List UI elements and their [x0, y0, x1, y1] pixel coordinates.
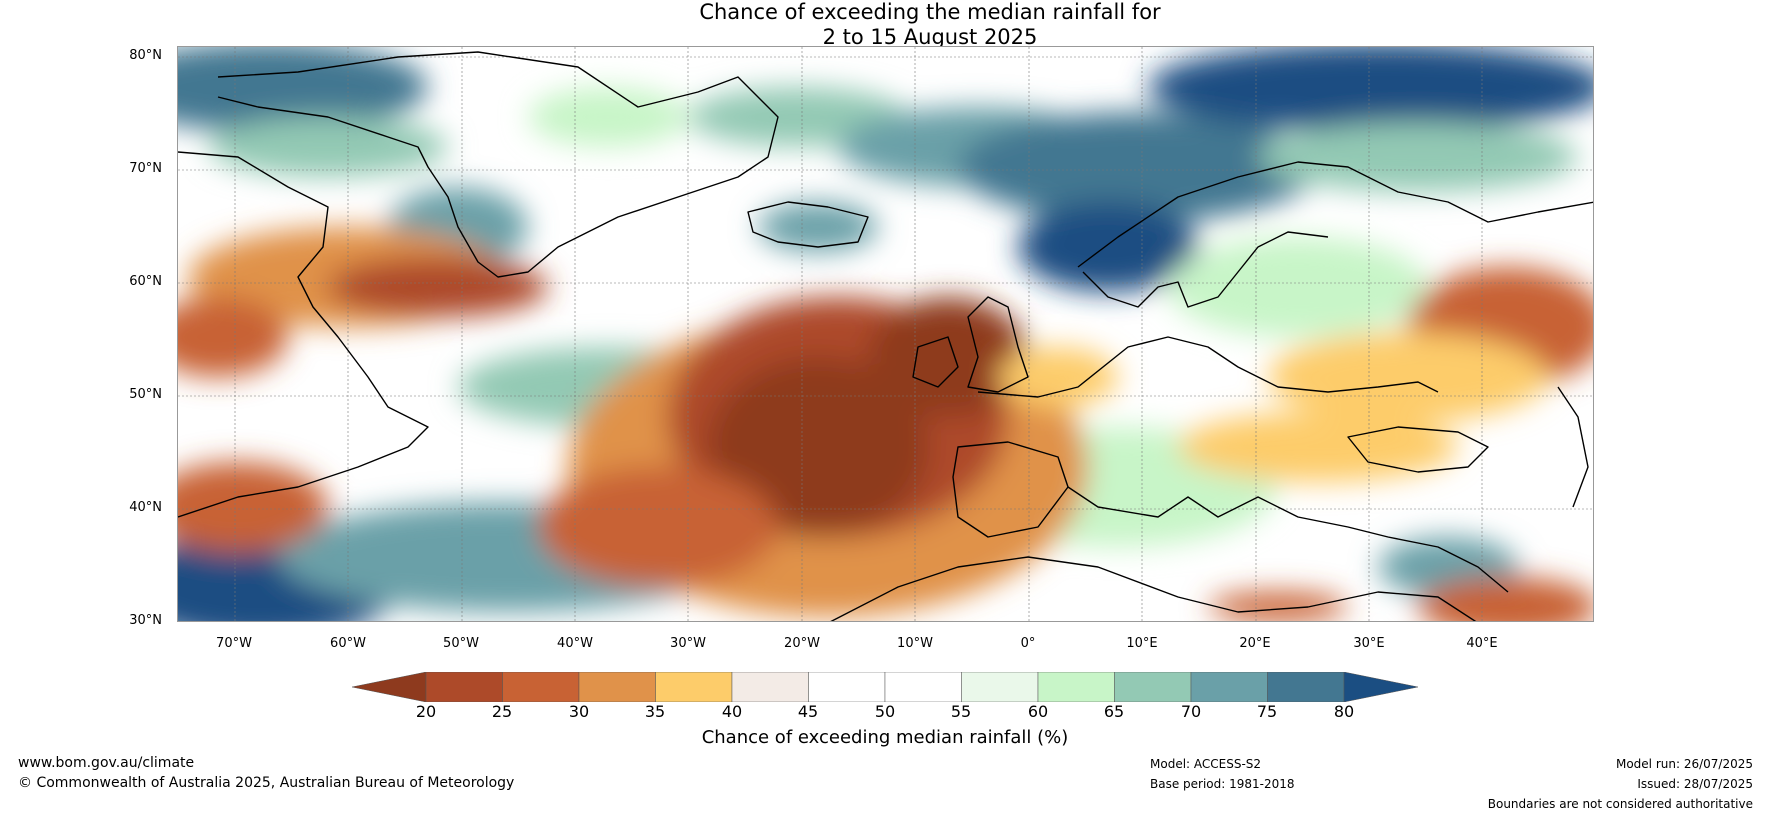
colorbar-segment: [578, 672, 656, 702]
colorbar-tick-40: 40: [721, 702, 743, 721]
lon-label-30w: 30°W: [670, 636, 706, 651]
colorbar-tick-50: 50: [874, 702, 896, 721]
colorbar-tick-35: 35: [644, 702, 666, 721]
rainfall-field: [178, 47, 1593, 621]
colorbar-segment: [655, 672, 733, 702]
model-text: Model: ACCESS-S2: [1150, 757, 1262, 771]
scandinavia-south: [1082, 231, 1329, 308]
colorbar: [352, 672, 1418, 702]
britain-coast: [967, 296, 1029, 393]
colorbar-segment: [1037, 672, 1115, 702]
lat-label-80n: 80°N: [129, 48, 162, 63]
mediterranean-coast: [1067, 486, 1509, 593]
colorbar-segment: [502, 672, 580, 702]
colorbar-tick-25: 25: [491, 702, 513, 721]
colorbar-tick-80: 80: [1333, 702, 1355, 721]
blacksea-coast: [1347, 426, 1489, 473]
canada-coast: [178, 151, 429, 518]
ireland-coast: [912, 336, 959, 388]
greenland-coast: [217, 51, 779, 278]
colorbar-segment: [1114, 672, 1192, 702]
lon-label-0: 0°: [1020, 636, 1036, 651]
lat-label-30n: 30°N: [129, 613, 162, 628]
colorbar-tick-65: 65: [1103, 702, 1125, 721]
lon-label-30e: 30°E: [1353, 636, 1385, 651]
map-canvas: [178, 47, 1593, 621]
coastlines: [178, 51, 1593, 621]
colorbar-segment: [808, 672, 886, 702]
lat-label-40n: 40°N: [129, 500, 162, 515]
caspian-coast: [1557, 386, 1589, 508]
graticule: [178, 47, 1593, 621]
colorbar-extend-low: [352, 672, 427, 702]
colorbar-segment: [425, 672, 503, 702]
colorbar-segment: [1267, 672, 1345, 702]
lon-label-10e: 10°E: [1126, 636, 1158, 651]
lon-label-40w: 40°W: [557, 636, 593, 651]
rainfall-map: [177, 46, 1594, 622]
model-run-text: Model run: 26/07/2025: [1615, 757, 1753, 771]
colorbar-extend-high: [1343, 672, 1418, 702]
colorbar-tick-70: 70: [1180, 702, 1202, 721]
lat-label-50n: 50°N: [129, 387, 162, 402]
lon-label-20e: 20°E: [1239, 636, 1271, 651]
website-link[interactable]: www.bom.gov.au/climate: [18, 755, 195, 771]
colorbar-segment: [884, 672, 962, 702]
colorbar-segment: [731, 672, 809, 702]
colorbar-tick-45: 45: [797, 702, 819, 721]
iceland-coast: [747, 201, 869, 248]
title-line-2: 2 to 15 August 2025: [822, 25, 1038, 49]
lon-label-40e: 40°E: [1466, 636, 1498, 651]
scandinavia-coast: [1077, 161, 1593, 268]
africa-coast: [830, 556, 1477, 621]
map-title: Chance of exceeding the median rainfall …: [0, 0, 1770, 50]
colorbar-tick-55: 55: [950, 702, 972, 721]
colorbar-tick-30: 30: [568, 702, 590, 721]
lon-label-60w: 60°W: [330, 636, 366, 651]
copyright-text: © Commonwealth of Australia 2025, Austra…: [18, 775, 515, 791]
issued-text: Issued: 28/07/2025: [1637, 777, 1753, 791]
lat-label-70n: 70°N: [129, 161, 162, 176]
base-period-text: Base period: 1981-2018: [1150, 777, 1295, 791]
colorbar-tick-75: 75: [1256, 702, 1278, 721]
iberia-coast: [952, 441, 1069, 538]
colorbar-label: Chance of exceeding median rainfall (%): [701, 727, 1069, 748]
disclaimer-text: Boundaries are not considered authoritat…: [1487, 797, 1753, 811]
lon-label-50w: 50°W: [443, 636, 479, 651]
lon-label-20w: 20°W: [784, 636, 820, 651]
title-line-1: Chance of exceeding the median rainfall …: [699, 0, 1161, 24]
lat-label-60n: 60°N: [129, 274, 162, 289]
europe-coast: [977, 336, 1439, 398]
lon-label-70w: 70°W: [216, 636, 252, 651]
colorbar-tick-20: 20: [415, 702, 437, 721]
colorbar-segment: [1190, 672, 1268, 702]
colorbar-tick-60: 60: [1027, 702, 1049, 721]
colorbar-segment: [961, 672, 1039, 702]
lon-label-10w: 10°W: [897, 636, 933, 651]
